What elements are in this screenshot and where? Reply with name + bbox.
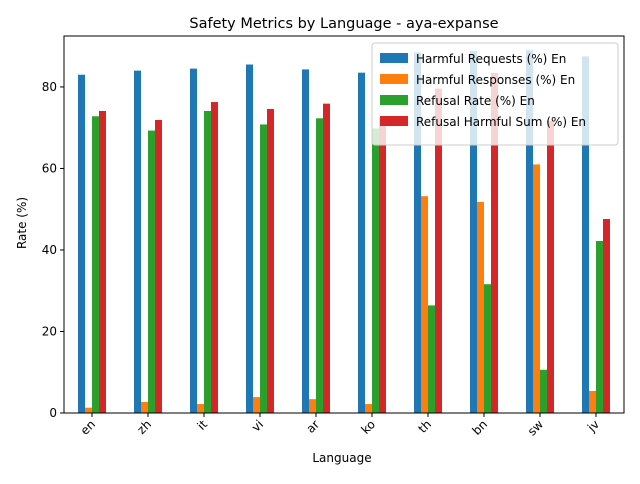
x-tick-label-en: en: [78, 417, 99, 438]
bar-it-series-4: [211, 102, 218, 414]
x-tick-label-th: th: [416, 417, 435, 436]
legend-swatch-series-3: [380, 95, 408, 105]
legend-label-series-1: Harmful Requests (%) En: [416, 52, 566, 66]
legend-swatch-series-1: [380, 53, 408, 63]
bar-zh-series-3: [148, 130, 155, 414]
bar-sw-series-2: [533, 164, 540, 413]
bar-ar-series-2: [309, 399, 316, 413]
y-tick-label: 80: [42, 80, 57, 94]
legend-label-series-4: Refusal Harmful Sum (%) En: [416, 115, 586, 129]
x-tick-label-vi: vi: [249, 417, 266, 434]
bar-bn-series-1: [470, 51, 477, 413]
bar-vi-series-3: [260, 124, 267, 413]
legend-label-series-2: Harmful Responses (%) En: [416, 73, 575, 87]
legend-frame: [371, 42, 619, 146]
x-axis-label: Language: [312, 451, 371, 465]
bar-jv-series-2: [589, 390, 596, 413]
bar-th-series-3: [428, 305, 435, 413]
legend-swatch-series-2: [380, 74, 408, 84]
x-tick-label-ar: ar: [304, 417, 323, 436]
bar-th-series-4: [435, 88, 442, 413]
bar-ar-series-4: [323, 103, 330, 413]
y-tick-label: 0: [49, 406, 57, 420]
x-tick-label-zh: zh: [134, 417, 154, 437]
bars-layer: [78, 50, 610, 414]
x-tick-label-jv: jv: [584, 417, 602, 435]
y-tick-label: 40: [42, 243, 57, 257]
bar-it-series-1: [190, 68, 197, 413]
y-tick-label: 20: [42, 324, 57, 338]
chart-title: Safety Metrics by Language - aya-expanse: [189, 16, 498, 32]
bar-ar-series-1: [302, 69, 309, 414]
bar-th-series-2: [421, 196, 428, 413]
plot-frame: [63, 35, 625, 414]
bar-zh-series-2: [141, 401, 148, 413]
bar-en-series-1: [78, 74, 85, 413]
bar-jv-series-3: [596, 241, 603, 413]
bar-zh-series-1: [134, 70, 141, 413]
x-tick-label-sw: sw: [525, 417, 546, 438]
bar-en-series-3: [92, 116, 99, 414]
legend: Harmful Requests (%) En Harmful Responses…: [371, 42, 619, 146]
legend-label-series-3: Refusal Rate (%) En: [416, 94, 535, 108]
bar-it-series-3: [204, 110, 211, 413]
y-tick-label: 60: [42, 161, 57, 175]
bar-sw-series-3: [540, 369, 547, 413]
bar-jv-series-4: [603, 218, 610, 413]
bar-ar-series-3: [316, 118, 323, 414]
bar-ko-series-2: [365, 404, 372, 413]
bar-ko-series-3: [372, 128, 379, 414]
bar-vi-series-4: [267, 108, 274, 414]
bar-bn-series-2: [477, 201, 484, 413]
x-tick-label-bn: bn: [469, 417, 490, 438]
bar-en-series-4: [99, 110, 106, 413]
bar-bn-series-4: [491, 73, 498, 413]
x-tick-label-ko: ko: [358, 417, 378, 437]
bar-jv-series-1: [582, 56, 589, 413]
y-axis-label: Rate (%): [15, 197, 29, 249]
bar-sw-series-4: [547, 120, 554, 414]
x-tick-label-it: it: [195, 417, 211, 433]
bar-en-series-2: [85, 407, 92, 413]
bar-ko-series-1: [358, 72, 365, 413]
bar-th-series-1: [414, 52, 421, 413]
bar-vi-series-2: [253, 397, 260, 413]
bar-it-series-2: [197, 404, 204, 413]
bar-sw-series-1: [526, 50, 533, 414]
legend-swatch-series-4: [380, 116, 408, 126]
bar-vi-series-1: [246, 64, 253, 414]
bar-zh-series-4: [155, 119, 162, 413]
bar-ko-series-4: [379, 117, 386, 413]
bar-bn-series-3: [484, 284, 491, 413]
